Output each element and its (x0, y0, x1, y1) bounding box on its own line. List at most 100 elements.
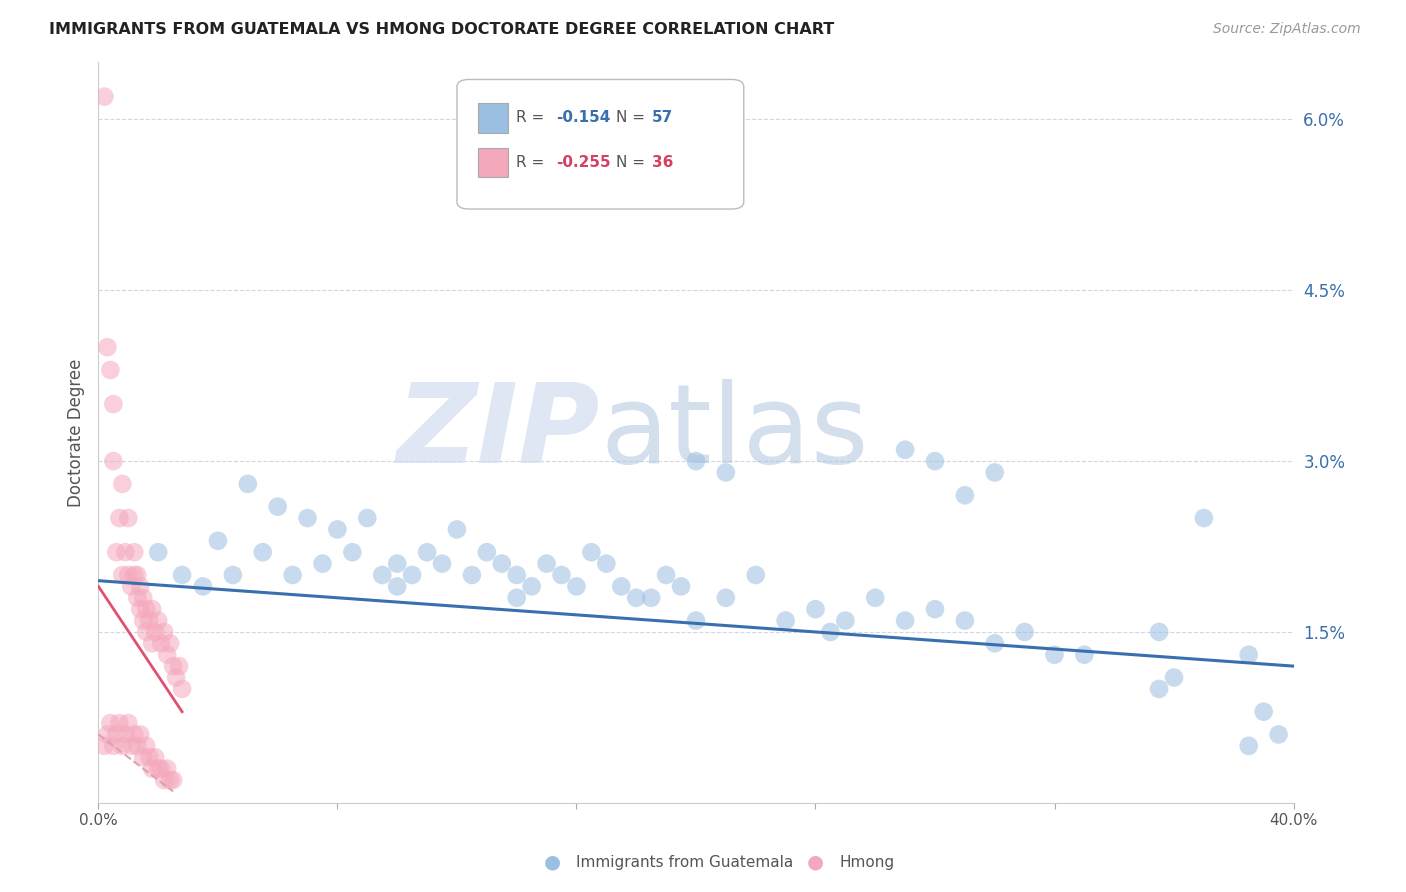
Point (159, 636, 181, 650)
Point (297, 511, 319, 525)
Point (222, 568, 245, 582)
Point (1147, 624, 1170, 639)
FancyBboxPatch shape (478, 147, 509, 178)
Point (252, 545, 274, 559)
Text: IMMIGRANTS FROM GUATEMALA VS HMONG DOCTORATE DEGREE CORRELATION CHART: IMMIGRANTS FROM GUATEMALA VS HMONG DOCTO… (49, 22, 834, 37)
Text: ZIP: ZIP (396, 379, 600, 486)
Point (984, 636, 1007, 650)
Point (207, 533, 229, 548)
Point (565, 579, 588, 593)
Point (714, 591, 737, 605)
Point (626, 591, 648, 605)
Point (820, 624, 842, 639)
Point (714, 466, 737, 480)
Point (167, 659, 190, 673)
Point (506, 568, 529, 582)
Point (1237, 739, 1260, 753)
Text: 57: 57 (652, 111, 673, 126)
Text: -0.255: -0.255 (557, 155, 610, 169)
Point (550, 568, 572, 582)
Text: Source: ZipAtlas.com: Source: ZipAtlas.com (1213, 22, 1361, 37)
Point (385, 579, 409, 593)
Point (416, 545, 439, 559)
Point (143, 750, 166, 764)
Y-axis label: Doctorate Degree: Doctorate Degree (66, 359, 84, 507)
Point (430, 557, 453, 571)
Point (98, 716, 122, 731)
Point (111, 739, 134, 753)
Point (159, 772, 181, 787)
Point (105, 545, 128, 559)
Point (581, 545, 603, 559)
Point (120, 579, 142, 593)
Point (150, 762, 173, 776)
Point (834, 614, 856, 628)
Point (129, 579, 152, 593)
Point (506, 591, 529, 605)
Text: atlas: atlas (600, 379, 869, 486)
Point (162, 772, 184, 787)
Point (141, 762, 163, 776)
Text: -0.154: -0.154 (557, 111, 610, 126)
Point (124, 545, 146, 559)
Point (108, 511, 131, 525)
Point (129, 727, 152, 741)
Point (153, 624, 176, 639)
Point (114, 545, 136, 559)
Point (745, 568, 768, 582)
Point (1237, 648, 1260, 662)
Point (924, 454, 946, 468)
Point (172, 681, 194, 696)
Point (311, 557, 333, 571)
Point (135, 602, 157, 616)
Point (685, 454, 707, 468)
Point (371, 568, 394, 582)
Point (111, 568, 134, 582)
Point (135, 624, 157, 639)
Point (124, 568, 146, 582)
Point (401, 568, 423, 582)
Point (132, 614, 155, 628)
Point (1014, 624, 1036, 639)
Point (129, 602, 152, 616)
Text: R =: R = (516, 155, 548, 169)
Point (356, 511, 378, 525)
Point (117, 568, 139, 582)
Point (117, 511, 139, 525)
Point (141, 602, 163, 616)
Point (96, 727, 118, 741)
Point (138, 614, 160, 628)
Point (669, 579, 692, 593)
Point (156, 762, 179, 776)
Point (148, 545, 170, 559)
Point (1043, 648, 1066, 662)
Point (148, 762, 170, 776)
Point (93, 739, 115, 753)
Point (141, 636, 163, 650)
Text: ●: ● (807, 853, 824, 871)
Text: Immigrants from Guatemala: Immigrants from Guatemala (576, 855, 794, 870)
Point (236, 476, 259, 491)
Point (326, 523, 349, 537)
Point (165, 671, 187, 685)
Point (595, 557, 617, 571)
Point (685, 614, 707, 628)
Point (1192, 511, 1215, 525)
Point (114, 727, 136, 741)
Point (172, 568, 194, 582)
Point (461, 568, 484, 582)
Point (138, 750, 160, 764)
Point (924, 602, 946, 616)
Point (153, 772, 176, 787)
Point (132, 591, 155, 605)
Point (103, 397, 125, 411)
Text: ●: ● (544, 853, 561, 871)
Point (191, 579, 214, 593)
Point (103, 739, 125, 753)
Point (640, 591, 662, 605)
Point (132, 750, 155, 764)
Point (804, 602, 827, 616)
Point (1163, 671, 1185, 685)
Point (103, 454, 125, 468)
Point (342, 545, 364, 559)
